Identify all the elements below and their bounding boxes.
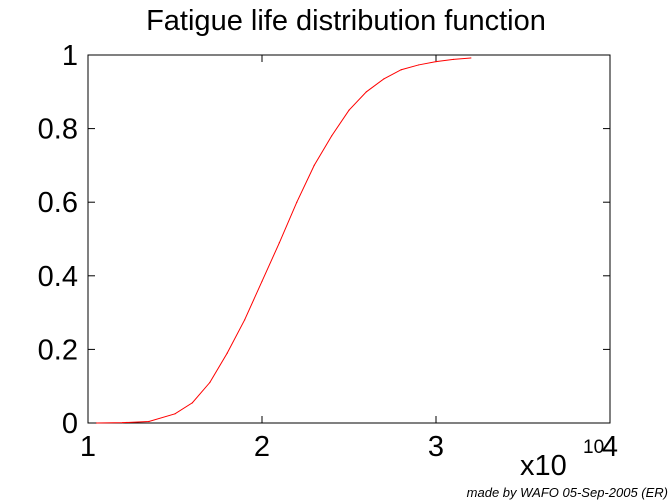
y-tick-label: 1 — [62, 40, 78, 72]
data-point — [365, 91, 367, 93]
data-point — [435, 61, 437, 63]
data-point — [244, 319, 246, 321]
y-tick-label: 0.4 — [38, 261, 78, 293]
data-point — [296, 201, 298, 203]
plot-area — [87, 54, 611, 424]
data-point — [278, 242, 280, 244]
chart-title: Fatigue life distribution function — [146, 5, 546, 37]
data-point — [331, 135, 333, 137]
data-point — [122, 422, 124, 424]
data-point — [418, 64, 420, 66]
x-tick-label: 3 — [428, 431, 444, 463]
data-point — [313, 164, 315, 166]
data-point — [348, 109, 350, 111]
x-axis: 1 2 3 4 — [80, 55, 618, 463]
data-point — [400, 69, 402, 71]
y-tick-label: 0 — [62, 408, 78, 440]
data-point — [174, 413, 176, 415]
data-point — [383, 78, 385, 80]
y-axis: 0 0.2 0.4 0.6 0.8 1 — [38, 40, 610, 440]
y-tick-label: 0.8 — [38, 114, 78, 146]
data-point — [470, 57, 472, 59]
data-point — [148, 420, 150, 423]
y-tick-label: 0.2 — [38, 334, 78, 366]
data-point — [452, 58, 454, 61]
x-exponent-power: 10 — [583, 437, 604, 458]
data-point — [261, 280, 263, 282]
data-point — [209, 381, 211, 384]
y-tick-label: 0.6 — [38, 187, 78, 219]
x-tick-label: 1 — [80, 431, 96, 463]
x-exponent-base: x10 — [520, 450, 567, 482]
x-tick-label: 4 — [602, 431, 618, 463]
series-layer — [96, 57, 472, 424]
x-tick-label: 2 — [254, 431, 270, 463]
credit-text: made by WAFO 05-Sep-2005 (ER) — [467, 485, 668, 500]
data-point — [226, 352, 228, 354]
data-point — [191, 402, 193, 404]
data-point — [96, 422, 98, 424]
